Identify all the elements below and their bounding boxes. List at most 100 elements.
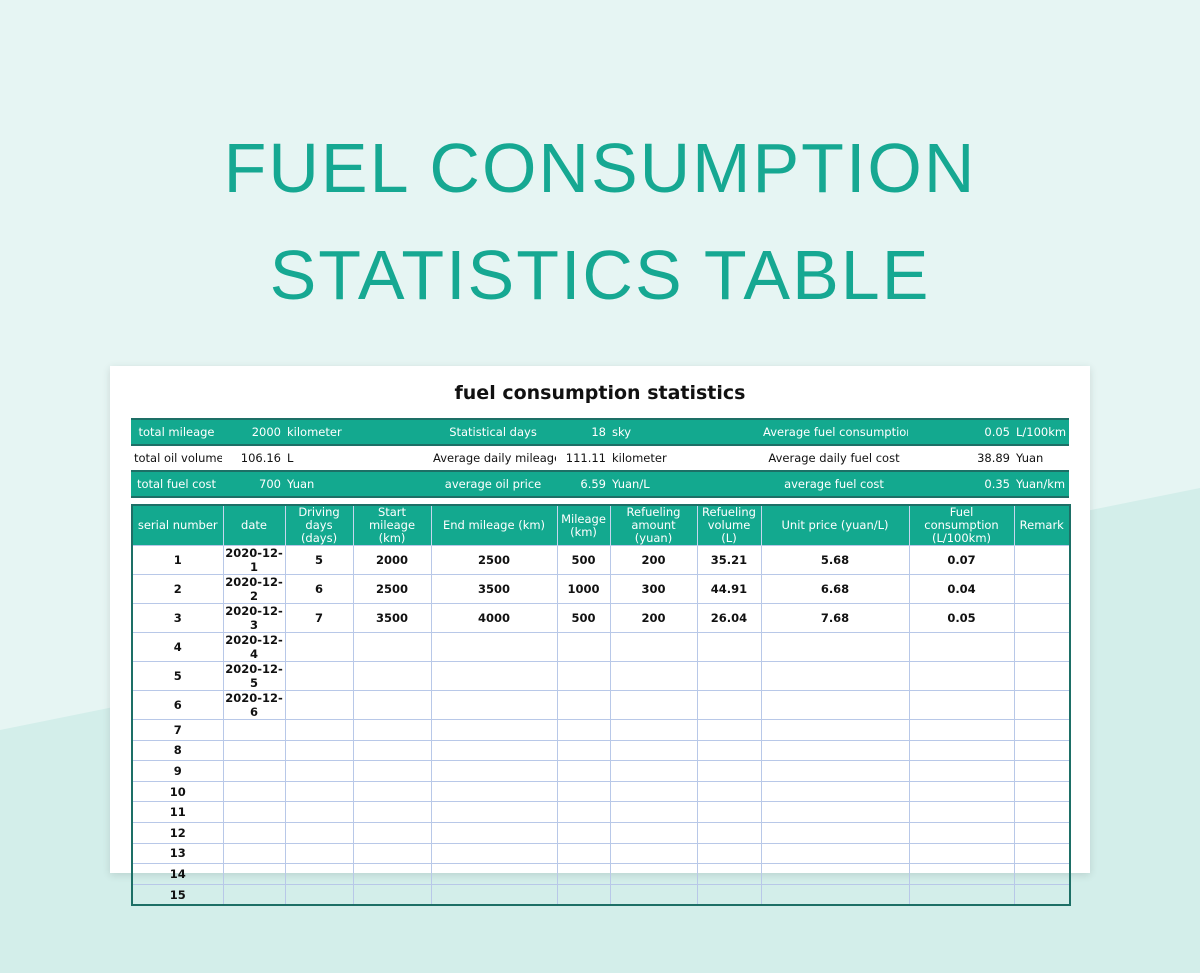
table-cell: [760, 842, 910, 865]
table-cell: [609, 780, 698, 803]
table-cell: [222, 883, 286, 906]
table-cell: 4: [131, 632, 224, 662]
table-cell: 2: [131, 574, 224, 604]
table-cell: [760, 801, 910, 823]
summary-value: 6.59: [556, 470, 609, 498]
table-cell: [556, 863, 611, 885]
table-cell: [352, 883, 432, 906]
sheet-title: fuel consumption statistics: [454, 382, 746, 404]
table-cell: 5: [284, 545, 354, 575]
summary-value: 0.35: [908, 470, 1013, 498]
summary-table: total mileage 2000 kilometer Statistical da…: [131, 418, 1069, 498]
table-cell: [352, 780, 432, 803]
table-cell: [1013, 574, 1071, 604]
table-cell: [352, 661, 432, 691]
table-cell: [908, 883, 1015, 906]
summary-value: 0.05: [908, 418, 1013, 446]
column-header: date: [222, 505, 285, 546]
table-cell: 300: [609, 574, 698, 604]
table-cell: [352, 690, 432, 720]
table-cell: [222, 821, 286, 844]
table-cell: [609, 863, 698, 885]
table-cell: [760, 632, 910, 662]
summary-row: total mileage 2000 kilometer Statistical da…: [131, 418, 1069, 446]
table-cell: [1013, 821, 1071, 844]
table-cell: 26.04: [696, 603, 762, 633]
table-cell: [556, 801, 611, 823]
table-cell: [284, 632, 354, 662]
summary-label: Average daily mileage: [430, 444, 556, 472]
table-cell: [696, 719, 762, 741]
table-cell: [908, 821, 1015, 844]
table-row: 9: [131, 760, 1071, 782]
column-header: End mileage (km): [430, 505, 557, 546]
table-cell: [760, 690, 910, 720]
table-cell: [352, 863, 432, 885]
table-cell: [1013, 883, 1071, 906]
column-header: Unit price (yuan/L): [760, 505, 909, 546]
summary-label: total fuel cost: [131, 470, 222, 498]
table-cell: [556, 760, 611, 782]
summary-unit: Yuan/L: [609, 470, 760, 498]
table-cell: [1013, 842, 1071, 865]
table-cell: [908, 661, 1015, 691]
table-cell: [222, 760, 286, 782]
table-row: 14: [131, 863, 1071, 885]
table-row: 15: [131, 883, 1071, 906]
table-cell: [430, 863, 558, 885]
table-cell: [609, 661, 698, 691]
table-row: 3 2020-12-3 7 3500 4000 500 200 26.04 7.68 0.05: [131, 603, 1071, 633]
table-cell: 6.68: [760, 574, 910, 604]
table-cell: [222, 801, 286, 823]
table-cell: 2020-12-6: [222, 690, 286, 720]
table-cell: [1013, 632, 1071, 662]
table-cell: [609, 801, 698, 823]
table-row: 7: [131, 719, 1071, 741]
table-cell: [284, 719, 354, 741]
column-header: Start mileage (km): [352, 505, 431, 546]
table-cell: 7.68: [760, 603, 910, 633]
column-header: Fuel consumption (L/100km): [908, 505, 1014, 546]
table-cell: [284, 780, 354, 803]
table-cell: [908, 760, 1015, 782]
table-cell: [1013, 690, 1071, 720]
table-cell: [430, 739, 558, 762]
table-cell: 2020-12-5: [222, 661, 286, 691]
table-cell: 13: [131, 842, 224, 865]
table-cell: [284, 690, 354, 720]
summary-label: Statistical days: [430, 418, 556, 446]
table-cell: [609, 690, 698, 720]
table-cell: [1013, 739, 1071, 762]
table-cell: 2020-12-1: [222, 545, 286, 575]
table-cell: 3: [131, 603, 224, 633]
table-cell: [222, 719, 286, 741]
table-cell: 3500: [430, 574, 558, 604]
table-cell: [609, 719, 698, 741]
table-cell: 200: [609, 603, 698, 633]
table-cell: [284, 842, 354, 865]
table-cell: [760, 661, 910, 691]
table-cell: 10: [131, 780, 224, 803]
summary-value: 111.11: [556, 444, 609, 472]
sheet: fuel consumption statistics total mileag…: [110, 366, 1090, 907]
page-title: FUEL CONSUMPTION: [223, 129, 977, 207]
table-cell: [1013, 863, 1071, 885]
table-cell: [908, 632, 1015, 662]
table-cell: [760, 719, 910, 741]
table-cell: [430, 661, 558, 691]
table-cell: [284, 739, 354, 762]
table-cell: [352, 719, 432, 741]
table-cell: [556, 780, 611, 803]
summary-unit: L/100km: [1013, 418, 1069, 446]
table-cell: 500: [556, 545, 611, 575]
table-cell: [222, 863, 286, 885]
table-row: 8: [131, 739, 1071, 762]
table-cell: 2500: [430, 545, 558, 575]
table-cell: [1013, 545, 1071, 575]
table-cell: [222, 780, 286, 803]
summary-label: average oil price: [430, 470, 556, 498]
table-cell: [556, 739, 611, 762]
table-cell: 44.91: [696, 574, 762, 604]
column-header: Mileage (km): [556, 505, 610, 546]
column-header: Remark: [1013, 505, 1070, 546]
